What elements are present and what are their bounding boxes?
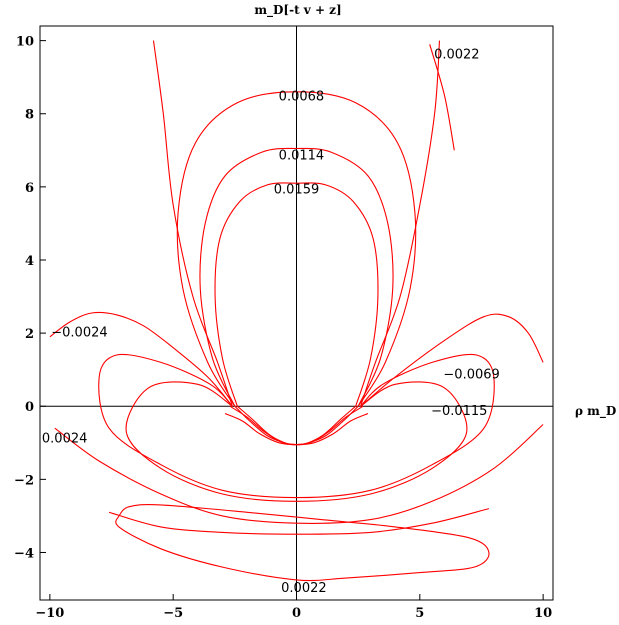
contour-label: 0.0022 [434,47,480,62]
contour-line-6 [49,311,233,407]
x-tick-label: 10 [534,606,552,621]
contour-line-7 [98,353,495,499]
contour-label: −0.0024 [51,325,107,340]
contour-line-2 [360,40,441,407]
tick-labels: −10 −5 0 5 10 −4 −2 0 2 4 6 8 10 [14,35,552,621]
contour-label: 0.0159 [274,183,320,198]
contour-line-12 [115,504,490,582]
contour-line-9 [54,424,544,524]
contour-curves [49,40,544,582]
contour-line-16 [236,405,357,446]
y-tick-label: −4 [14,546,34,561]
x-axis-label: ρ m_D [575,404,616,419]
chart-title: m_D[-t v + z] [254,3,341,18]
contour-label: −0.0069 [443,367,499,382]
x-tick-label: 0 [292,606,301,621]
contour-line-4 [199,147,394,407]
contour-label: 0.0022 [281,581,327,596]
contour-label: 0.0114 [279,149,325,164]
y-tick-label: 0 [25,400,34,415]
contour-label: −0.0115 [431,404,487,419]
y-tick-label: 4 [25,254,34,269]
contour-line-10 [360,313,544,407]
contour-label: 0.0024 [42,431,88,446]
contour-line-8 [125,381,468,502]
contour-line-1 [152,40,233,407]
contour-label: 0.0068 [279,89,325,104]
y-tick-label: 10 [16,35,34,50]
contour-labels: 0.0022 0.0068 0.0114 0.0159 −0.0024 −0.0069 −0… [42,47,500,596]
x-tick-label: −10 [35,606,64,621]
y-tick-label: 2 [25,327,34,342]
contour-line-11 [108,508,490,535]
y-tick-label: 8 [25,108,34,123]
y-tick-label: 6 [25,181,34,196]
x-tick-label: 5 [415,606,424,621]
y-tick-label: −2 [14,473,34,488]
x-tick-label: −5 [163,606,183,621]
axes-group [40,26,553,600]
contour-line-17 [429,44,455,151]
contour-line-5 [214,182,379,407]
contour-line-3 [176,91,417,407]
